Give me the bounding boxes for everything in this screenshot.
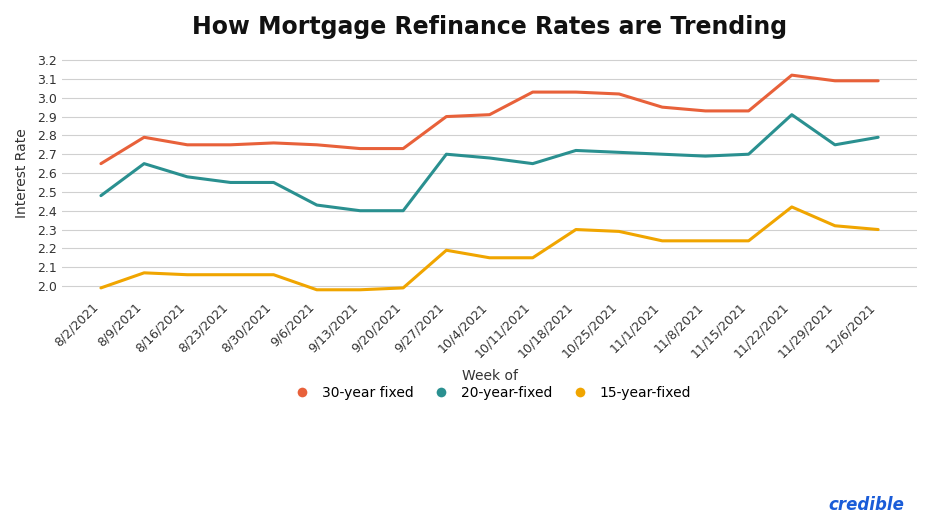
20-year-fixed: [570, 147, 582, 154]
20-year-fixed: [441, 151, 452, 157]
15-year-fixed: [268, 271, 280, 278]
30-year fixed: [354, 146, 365, 152]
30-year fixed: [528, 89, 539, 95]
30-year fixed: [570, 89, 582, 95]
15-year-fixed: [613, 228, 624, 235]
30-year fixed: [441, 113, 452, 119]
15-year-fixed: [484, 255, 495, 261]
30-year fixed: [613, 91, 624, 97]
20-year-fixed: [787, 112, 798, 118]
20-year-fixed: [354, 208, 365, 214]
20-year-fixed: [398, 208, 409, 214]
20-year-fixed: [182, 173, 193, 180]
15-year-fixed: [743, 238, 754, 244]
30-year fixed: [657, 104, 668, 110]
20-year-fixed: [225, 179, 236, 185]
30-year fixed: [787, 72, 798, 78]
Line: 20-year-fixed: 20-year-fixed: [101, 115, 878, 211]
20-year-fixed: [829, 141, 841, 148]
Legend: 30-year fixed, 20-year-fixed, 15-year-fixed: 30-year fixed, 20-year-fixed, 15-year-fi…: [282, 381, 696, 406]
15-year-fixed: [570, 226, 582, 233]
15-year-fixed: [139, 270, 150, 276]
20-year-fixed: [311, 202, 322, 208]
15-year-fixed: [872, 226, 884, 233]
30-year fixed: [225, 141, 236, 148]
20-year-fixed: [268, 179, 280, 185]
30-year fixed: [700, 108, 711, 114]
X-axis label: Week of: Week of: [461, 369, 517, 383]
20-year-fixed: [613, 149, 624, 156]
30-year fixed: [398, 146, 409, 152]
Y-axis label: Interest Rate: Interest Rate: [15, 128, 29, 218]
20-year-fixed: [528, 160, 539, 167]
Text: credible: credible: [829, 496, 904, 514]
15-year-fixed: [657, 238, 668, 244]
30-year fixed: [872, 78, 884, 84]
15-year-fixed: [441, 247, 452, 254]
20-year-fixed: [743, 151, 754, 157]
15-year-fixed: [225, 271, 236, 278]
15-year-fixed: [311, 287, 322, 293]
30-year fixed: [95, 160, 106, 167]
30-year fixed: [311, 141, 322, 148]
20-year-fixed: [700, 153, 711, 159]
30-year fixed: [484, 112, 495, 118]
20-year-fixed: [657, 151, 668, 157]
30-year fixed: [268, 140, 280, 146]
15-year-fixed: [829, 223, 841, 229]
Title: How Mortgage Refinance Rates are Trending: How Mortgage Refinance Rates are Trendin…: [192, 15, 788, 39]
30-year fixed: [182, 141, 193, 148]
20-year-fixed: [484, 155, 495, 161]
30-year fixed: [829, 78, 841, 84]
20-year-fixed: [139, 160, 150, 167]
15-year-fixed: [398, 285, 409, 291]
15-year-fixed: [95, 285, 106, 291]
30-year fixed: [139, 134, 150, 140]
20-year-fixed: [872, 134, 884, 140]
15-year-fixed: [787, 204, 798, 210]
Line: 15-year-fixed: 15-year-fixed: [101, 207, 878, 290]
15-year-fixed: [182, 271, 193, 278]
15-year-fixed: [528, 255, 539, 261]
30-year fixed: [743, 108, 754, 114]
15-year-fixed: [700, 238, 711, 244]
Line: 30-year fixed: 30-year fixed: [101, 75, 878, 163]
20-year-fixed: [95, 192, 106, 199]
15-year-fixed: [354, 287, 365, 293]
